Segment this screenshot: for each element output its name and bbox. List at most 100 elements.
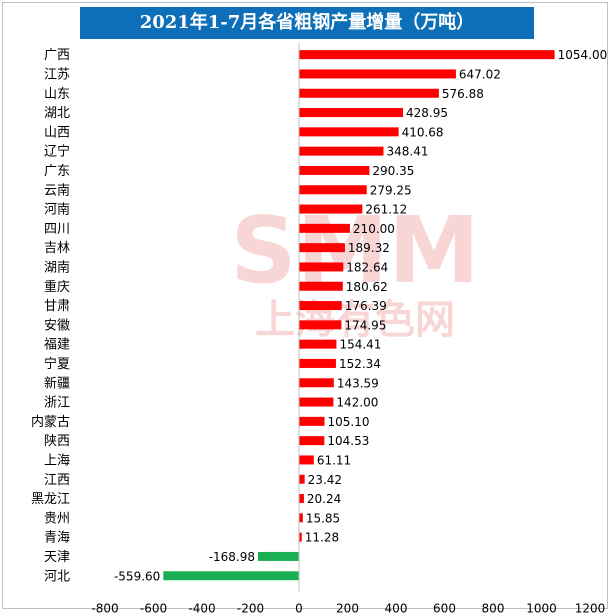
value-label: 174.95 <box>344 318 386 332</box>
bar-7 <box>299 185 367 195</box>
category-label: 河南 <box>44 202 70 218</box>
value-label: 176.39 <box>345 299 387 313</box>
value-label: 20.24 <box>307 492 341 506</box>
category-label: 新疆 <box>44 375 70 391</box>
category-label: 陕西 <box>44 434 70 449</box>
bar-16 <box>299 358 336 368</box>
bar-18 <box>299 397 334 407</box>
x-tick-label: 1000 <box>526 601 557 613</box>
category-label: 江苏 <box>44 66 70 82</box>
x-tick-label: 0 <box>295 601 303 613</box>
bar-14 <box>299 320 342 330</box>
bar-13 <box>299 301 342 311</box>
category-label: 广西 <box>44 48 70 63</box>
bar-23 <box>299 494 304 504</box>
value-label: 182.64 <box>346 260 388 274</box>
category-label: 天津 <box>44 550 70 565</box>
x-tick-label: -400 <box>188 601 215 613</box>
bar-1 <box>299 69 456 79</box>
category-label: 青海 <box>44 531 70 546</box>
category-label: 河北 <box>44 569 70 584</box>
bar-2 <box>299 88 439 98</box>
value-label: 11.28 <box>305 531 339 545</box>
watermark: SMM 上海有色网 <box>230 197 479 343</box>
x-tick-label: 800 <box>482 601 505 613</box>
value-label: 105.10 <box>327 415 369 429</box>
value-label: 410.68 <box>402 125 444 139</box>
value-label: 279.25 <box>370 183 412 197</box>
bar-10 <box>299 243 345 253</box>
bar-11 <box>299 262 344 272</box>
value-label: 154.41 <box>339 338 381 352</box>
category-label: 上海 <box>44 453 70 468</box>
category-label: 重庆 <box>44 279 70 295</box>
category-label: 安徽 <box>44 318 70 333</box>
bar-0 <box>299 50 555 60</box>
x-tick-label: 200 <box>336 601 359 613</box>
bar-15 <box>299 339 337 349</box>
category-label: 湖北 <box>44 106 70 121</box>
value-label: 428.95 <box>406 106 448 120</box>
x-tick-label: 1200 <box>575 601 606 613</box>
category-label: 四川 <box>44 222 70 237</box>
value-label: 15.85 <box>306 511 340 525</box>
category-label: 江西 <box>44 473 70 488</box>
category-label: 吉林 <box>44 241 70 256</box>
category-label: 山东 <box>44 87 70 102</box>
value-label: 152.34 <box>339 357 381 371</box>
category-label: 辽宁 <box>44 144 70 160</box>
bar-22 <box>299 474 305 484</box>
bar-9 <box>299 223 350 233</box>
bar-24 <box>299 513 303 523</box>
x-tick-label: 600 <box>433 601 456 613</box>
category-label: 内蒙古 <box>31 414 70 430</box>
category-label: 黑龙江 <box>31 492 70 507</box>
category-label: 广东 <box>44 164 70 179</box>
bar-4 <box>299 127 399 137</box>
bar-3 <box>299 108 404 118</box>
value-label: 61.11 <box>317 453 351 467</box>
value-label: 261.12 <box>365 203 407 217</box>
category-label: 贵州 <box>44 511 70 526</box>
x-tick-label: -200 <box>237 601 264 613</box>
bar-20 <box>299 436 325 446</box>
x-tick-label: -800 <box>91 601 118 613</box>
bar-26 <box>258 551 299 561</box>
value-label: 189.32 <box>348 241 390 255</box>
watermark-caption: 上海有色网 <box>255 297 455 343</box>
value-label: 180.62 <box>346 280 388 294</box>
bar-17 <box>299 378 334 388</box>
value-label: 104.53 <box>327 434 369 448</box>
value-label: 290.35 <box>372 164 414 178</box>
value-label: -559.60 <box>114 569 160 583</box>
value-label: 143.59 <box>337 376 379 390</box>
category-label: 山西 <box>44 125 70 140</box>
category-label: 甘肃 <box>44 299 70 314</box>
bar-6 <box>299 165 370 175</box>
value-label: 1054.00 <box>558 48 608 62</box>
value-label: 348.41 <box>386 145 428 159</box>
bar-21 <box>299 455 314 465</box>
value-label: 23.42 <box>308 473 342 487</box>
chart-title: 2021年1-7月各省粗钢产量增量（万吨） <box>80 7 534 39</box>
value-label: 576.88 <box>442 87 484 101</box>
x-tick-label: -600 <box>140 601 167 613</box>
value-label: -168.98 <box>209 550 255 564</box>
bar-5 <box>299 146 384 156</box>
category-label: 福建 <box>44 338 70 353</box>
bar-25 <box>299 532 302 542</box>
bar-8 <box>299 204 363 214</box>
value-label: 142.00 <box>336 396 378 410</box>
bar-19 <box>299 416 325 426</box>
value-label: 210.00 <box>353 222 395 236</box>
x-tick-label: 400 <box>385 601 408 613</box>
watermark-logo: SMM <box>230 197 479 304</box>
bar-12 <box>299 281 343 291</box>
category-label: 浙江 <box>44 396 70 411</box>
category-label: 湖南 <box>44 259 70 275</box>
category-label: 宁夏 <box>44 356 70 372</box>
bar-27 <box>163 571 299 581</box>
value-label: 647.02 <box>459 67 501 81</box>
category-label: 云南 <box>44 182 70 198</box>
